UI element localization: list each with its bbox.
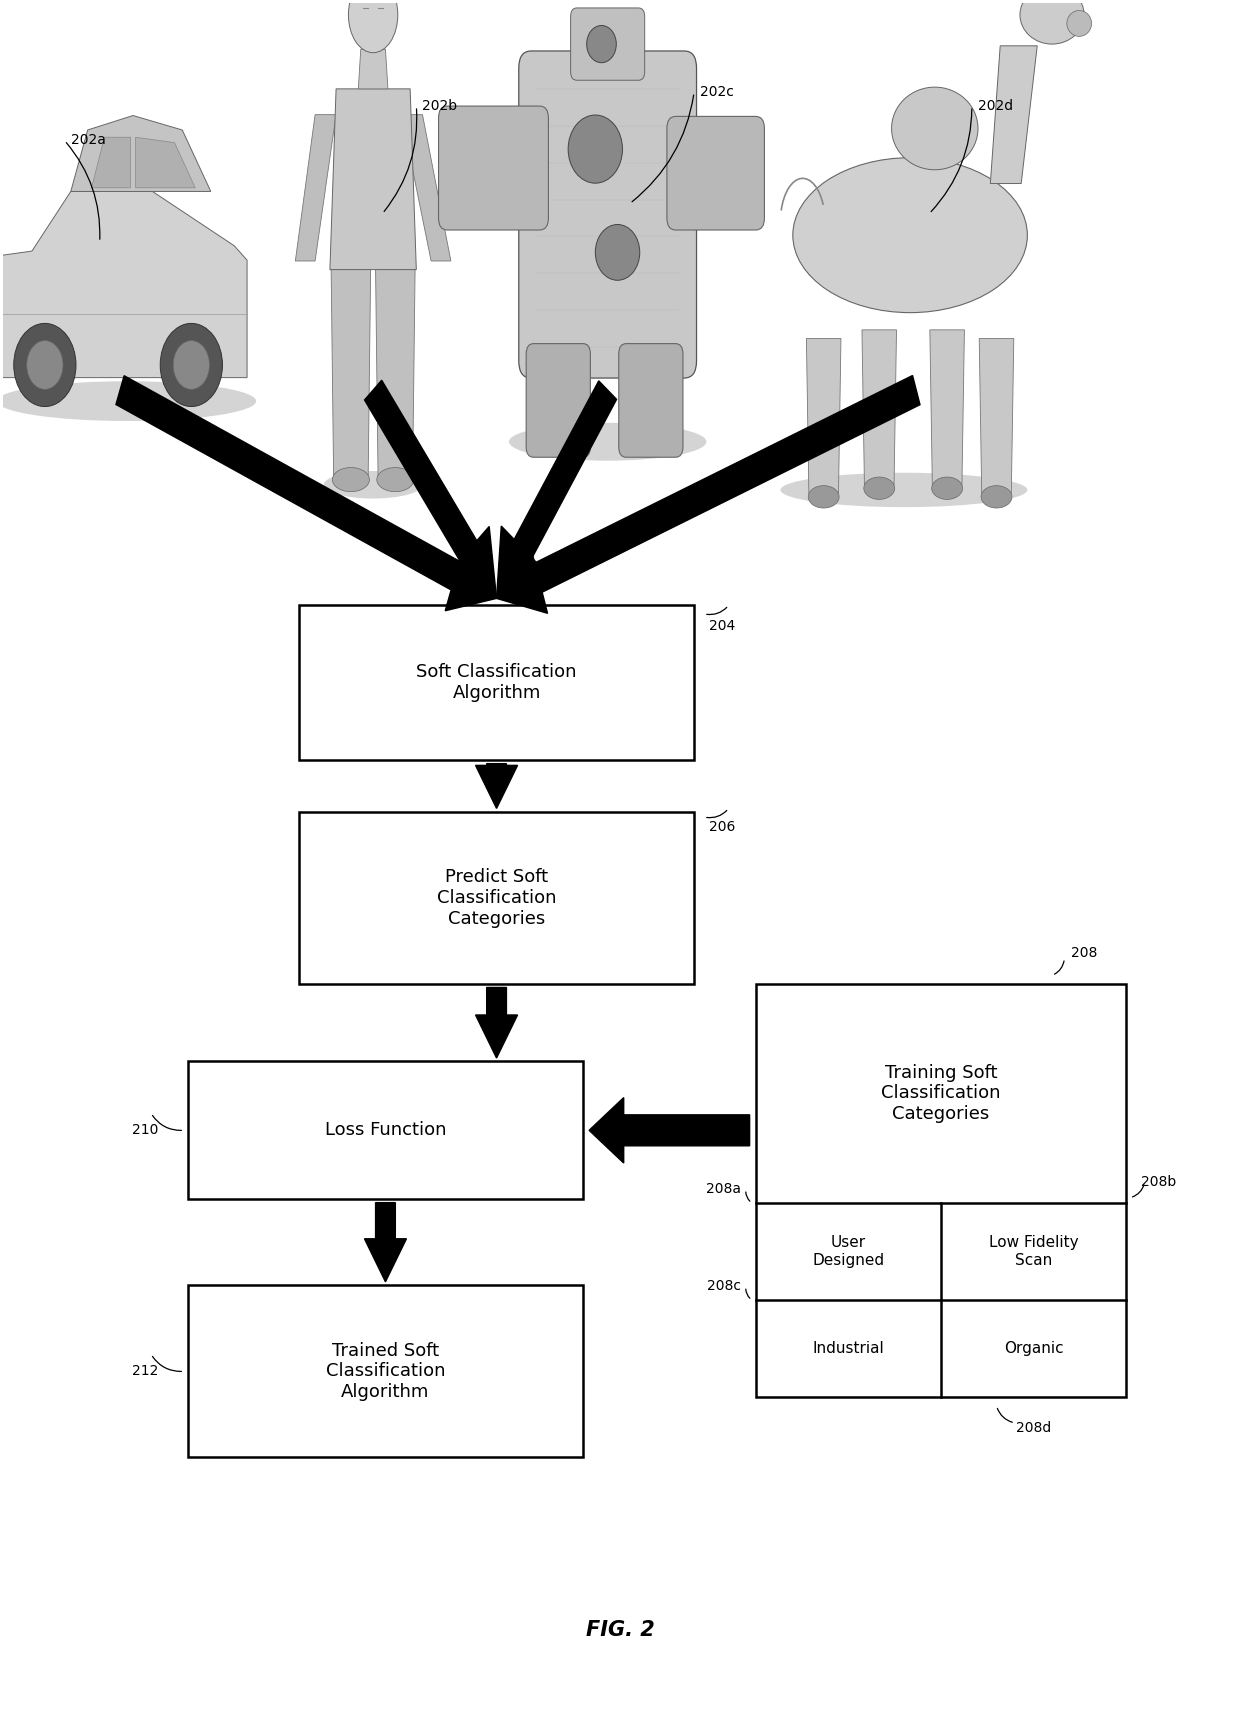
Ellipse shape <box>27 340 63 389</box>
Text: Predict Soft
Classification
Categories: Predict Soft Classification Categories <box>436 869 557 927</box>
Text: Loss Function: Loss Function <box>325 1121 446 1140</box>
Ellipse shape <box>792 157 1028 313</box>
Text: 208c: 208c <box>707 1280 742 1294</box>
Ellipse shape <box>595 225 640 280</box>
Polygon shape <box>71 116 211 192</box>
Ellipse shape <box>981 485 1012 508</box>
Ellipse shape <box>587 26 616 62</box>
Text: 204: 204 <box>709 618 735 634</box>
Text: Trained Soft
Classification
Algorithm: Trained Soft Classification Algorithm <box>326 1342 445 1401</box>
Ellipse shape <box>324 471 423 499</box>
Ellipse shape <box>0 382 257 421</box>
Ellipse shape <box>864 477 895 499</box>
Text: Organic: Organic <box>1003 1342 1064 1356</box>
Ellipse shape <box>1021 0 1084 45</box>
FancyArrow shape <box>496 382 616 598</box>
FancyArrow shape <box>496 375 920 613</box>
Text: 208d: 208d <box>1016 1421 1052 1435</box>
Ellipse shape <box>568 116 622 183</box>
Ellipse shape <box>780 473 1028 508</box>
Bar <box>299 604 694 760</box>
Text: 202a: 202a <box>71 133 105 147</box>
Text: 202d: 202d <box>978 98 1013 112</box>
FancyArrow shape <box>476 763 517 808</box>
FancyBboxPatch shape <box>667 116 764 230</box>
Bar <box>188 1062 583 1199</box>
FancyBboxPatch shape <box>570 9 645 79</box>
Polygon shape <box>930 330 965 485</box>
Polygon shape <box>330 88 417 269</box>
Polygon shape <box>0 192 247 378</box>
Ellipse shape <box>508 423 707 461</box>
Polygon shape <box>980 338 1014 494</box>
Bar <box>756 984 1126 1397</box>
FancyBboxPatch shape <box>439 105 548 230</box>
Ellipse shape <box>377 468 414 492</box>
Ellipse shape <box>892 86 978 169</box>
FancyArrow shape <box>589 1098 750 1162</box>
Polygon shape <box>862 330 897 485</box>
Polygon shape <box>991 47 1037 183</box>
Text: Training Soft
Classification
Categories: Training Soft Classification Categories <box>882 1064 1001 1123</box>
Ellipse shape <box>160 323 222 406</box>
Text: Industrial: Industrial <box>812 1342 884 1356</box>
Text: 208a: 208a <box>706 1183 742 1197</box>
Text: 212: 212 <box>133 1364 159 1378</box>
Text: 210: 210 <box>133 1123 159 1138</box>
Text: 202b: 202b <box>423 98 458 112</box>
Polygon shape <box>295 114 336 261</box>
FancyArrow shape <box>117 376 496 611</box>
Polygon shape <box>358 50 388 88</box>
Ellipse shape <box>931 477 962 499</box>
Ellipse shape <box>332 468 370 492</box>
Polygon shape <box>135 136 195 188</box>
Text: FIG. 2: FIG. 2 <box>585 1620 655 1639</box>
Polygon shape <box>402 114 451 261</box>
FancyBboxPatch shape <box>518 52 697 378</box>
Polygon shape <box>331 269 371 477</box>
Text: 206: 206 <box>709 820 735 834</box>
FancyArrow shape <box>476 988 517 1059</box>
Ellipse shape <box>14 323 76 406</box>
Text: Soft Classification
Algorithm: Soft Classification Algorithm <box>417 663 577 703</box>
FancyArrow shape <box>365 380 496 598</box>
Polygon shape <box>92 136 130 188</box>
Ellipse shape <box>174 340 210 389</box>
Text: 208b: 208b <box>1141 1176 1177 1190</box>
Polygon shape <box>376 269 415 477</box>
FancyBboxPatch shape <box>526 344 590 458</box>
Ellipse shape <box>348 0 398 54</box>
Text: User
Designed: User Designed <box>812 1235 884 1268</box>
Polygon shape <box>806 338 841 494</box>
Ellipse shape <box>808 485 839 508</box>
Text: 202c: 202c <box>701 85 734 98</box>
FancyArrow shape <box>365 1202 407 1281</box>
Text: 208: 208 <box>1070 946 1097 960</box>
Bar <box>299 812 694 984</box>
Text: Low Fidelity
Scan: Low Fidelity Scan <box>988 1235 1079 1268</box>
Bar <box>188 1285 583 1458</box>
FancyBboxPatch shape <box>619 344 683 458</box>
Ellipse shape <box>1066 10 1091 36</box>
